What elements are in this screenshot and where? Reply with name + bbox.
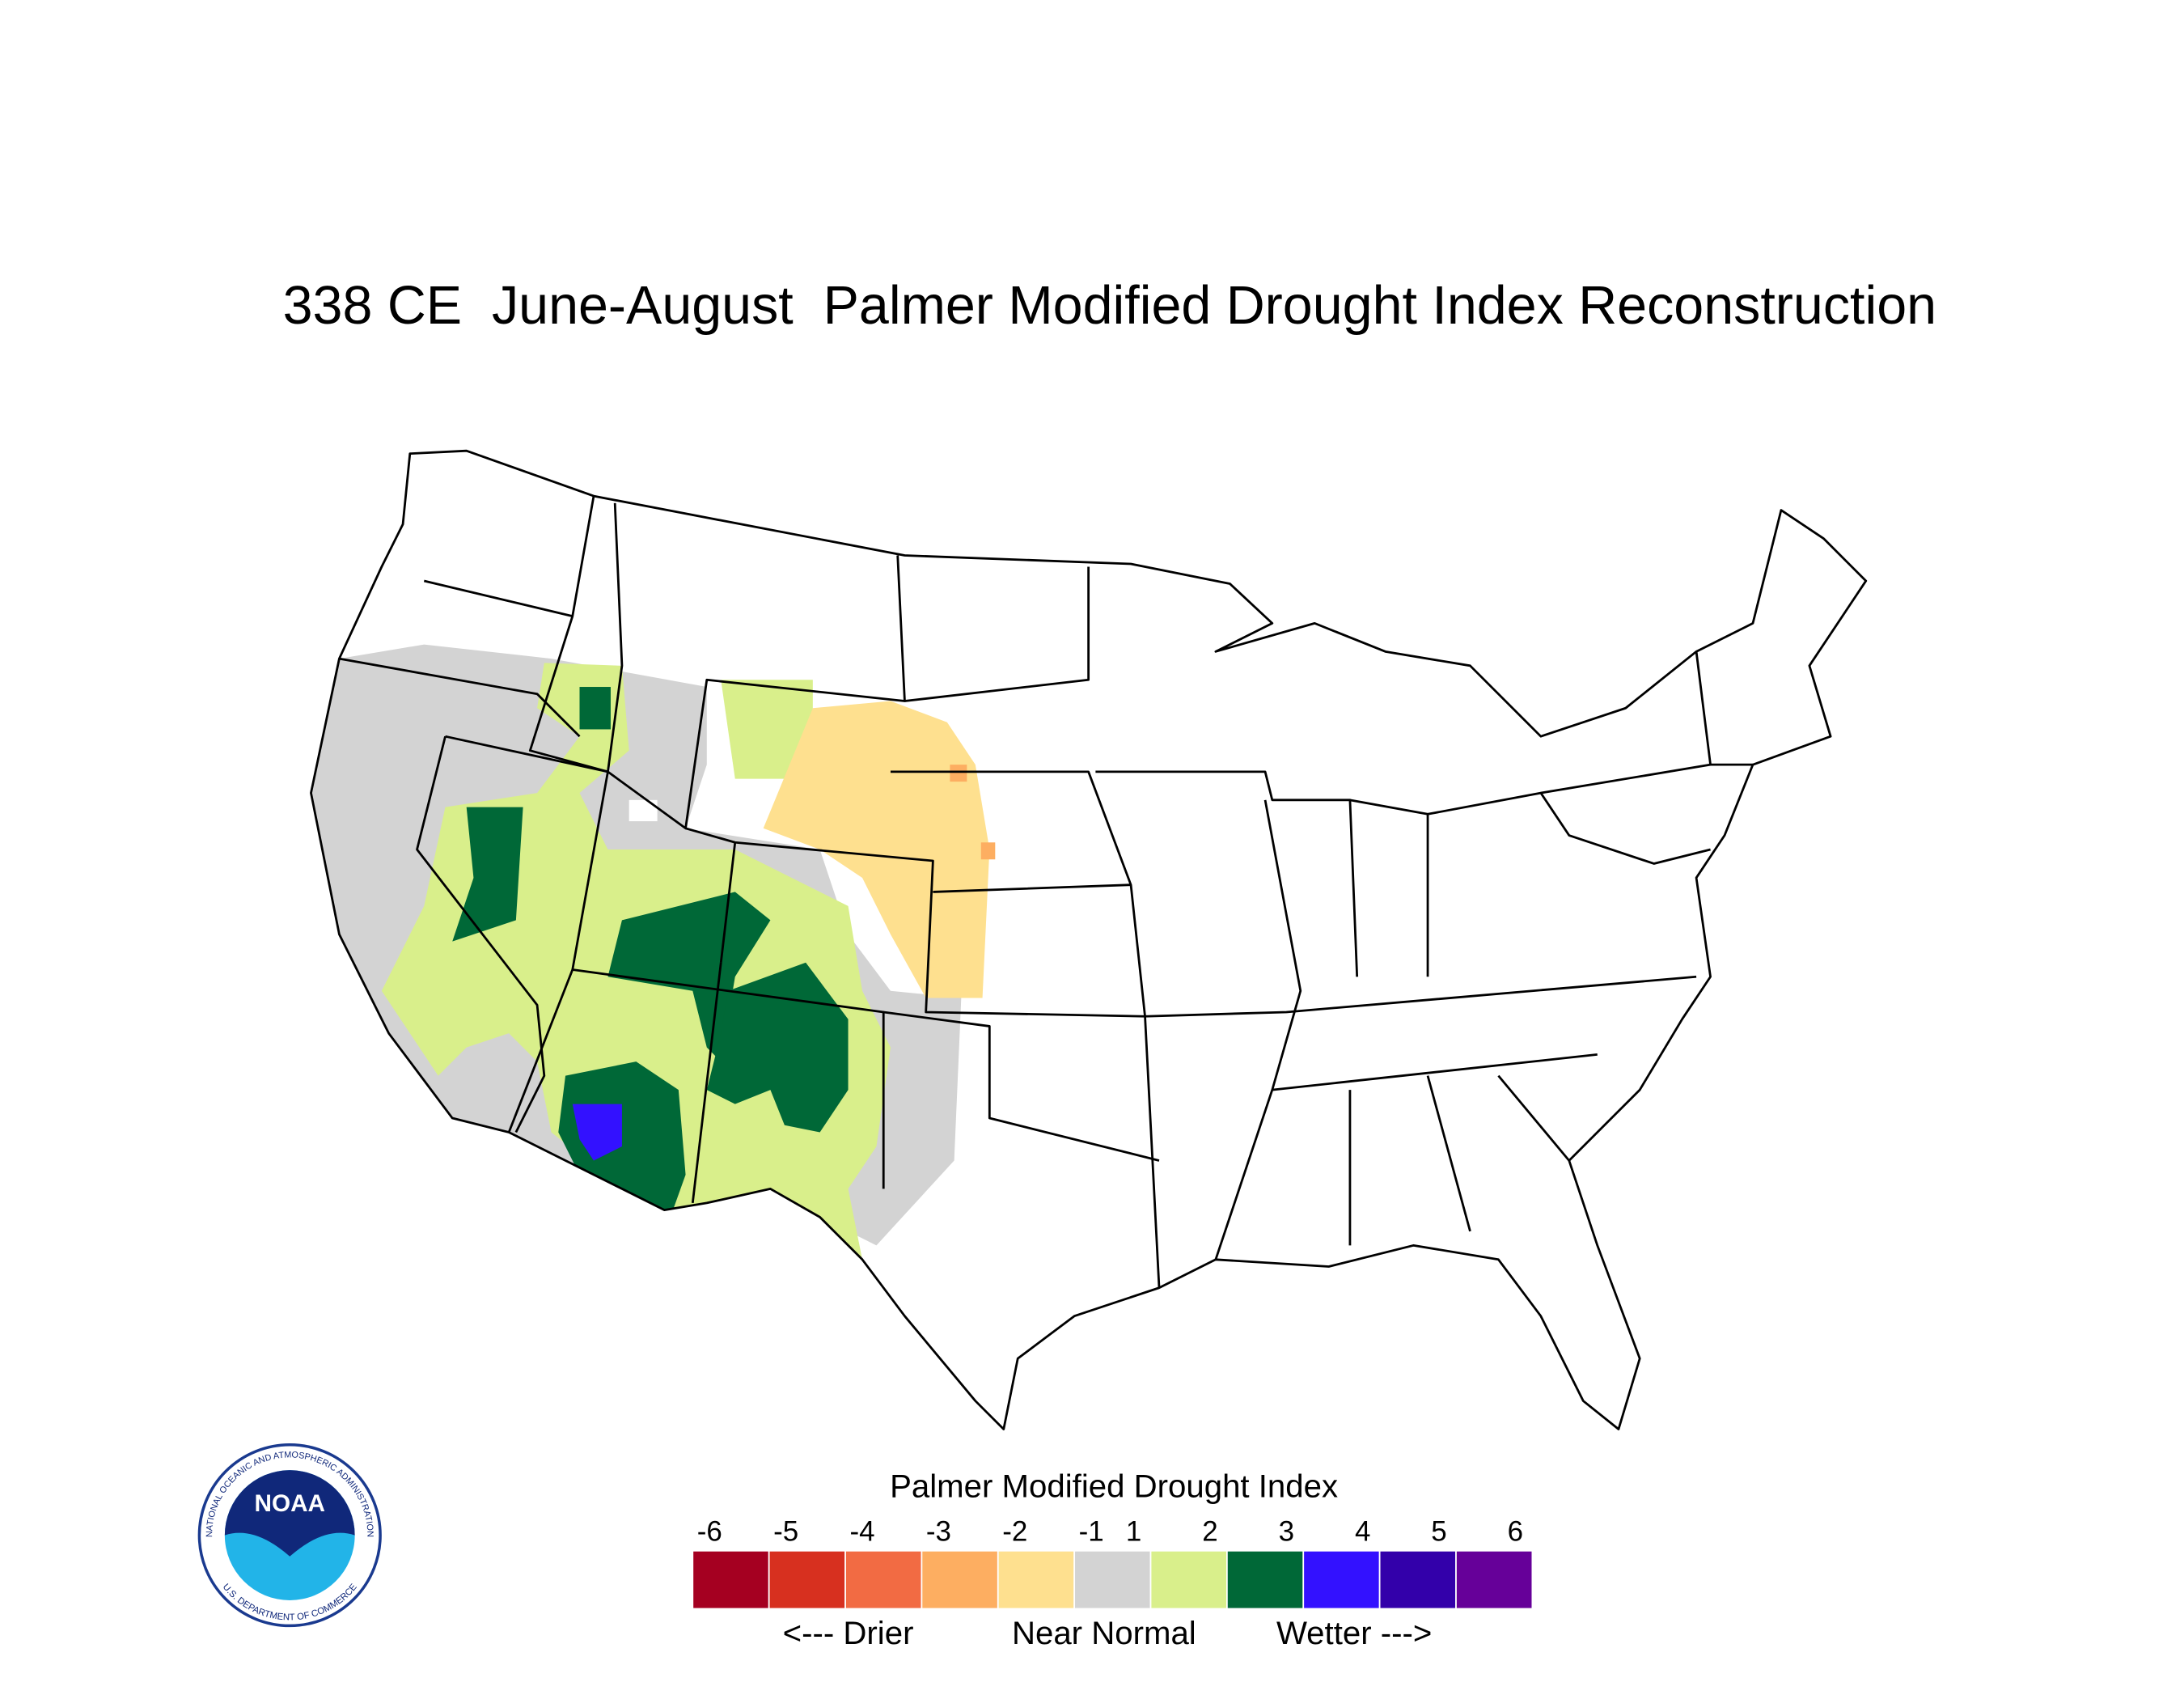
legend-tick-label: -6: [697, 1516, 722, 1548]
legend-tick-label: 1: [1126, 1516, 1141, 1548]
very-wet-area: [706, 962, 849, 1133]
map-title: 338 CE June-August Palmer Modified Droug…: [283, 276, 1936, 336]
legend-tick-label: 5: [1431, 1516, 1446, 1548]
legend-tick-label: -4: [849, 1516, 874, 1548]
legend-tick-label: -2: [1002, 1516, 1027, 1548]
legend-label: Near Normal: [1012, 1615, 1196, 1651]
legend: -6 -5 -4 -3 -2 -1 1 2 3 4 5 6 <--- Drier Near Normal W…: [692, 1516, 1534, 1651]
drought-field: [311, 644, 996, 1260]
no-data-cell: [629, 799, 658, 822]
very-wet-area: [579, 687, 611, 730]
legend-swatch: [768, 1549, 846, 1610]
legend-swatch: [997, 1549, 1076, 1610]
legend-tick-label: 3: [1279, 1516, 1294, 1548]
legend-tick-label: -5: [773, 1516, 798, 1548]
legend-tick-label: -3: [926, 1516, 951, 1548]
dry-cell: [980, 842, 996, 860]
legend-swatch: [1149, 1549, 1228, 1610]
state-borders: [310, 449, 1868, 1430]
logo-text: NOAA: [255, 1490, 325, 1517]
legend-label: <--- Drier: [783, 1615, 914, 1651]
legend-tick-label: 2: [1202, 1516, 1217, 1548]
dry-cell: [950, 765, 967, 782]
legend-swatch: [844, 1549, 923, 1610]
noaa-logo: NOAA NATIONAL OCEANIC AND ATMOSPHERIC AD…: [197, 1443, 382, 1628]
legend-title: Palmer Modified Drought Index: [890, 1468, 1338, 1504]
legend-tick-label: 4: [1355, 1516, 1370, 1548]
very-wet-area: [452, 807, 523, 942]
legend-label: Wetter --->: [1276, 1615, 1432, 1651]
logo-sky: [224, 1470, 355, 1557]
legend-swatch: [921, 1549, 999, 1610]
legend-swatch: [692, 1549, 770, 1610]
legend-tick-label: -1: [1079, 1516, 1104, 1548]
legend-swatch: [1226, 1549, 1305, 1610]
dry-area: [763, 701, 990, 998]
legend-swatch: [1302, 1549, 1381, 1610]
legend-tick-label: 6: [1508, 1516, 1523, 1548]
extremely-wet-area: [572, 1104, 622, 1161]
legend-swatch: [1455, 1549, 1534, 1610]
legend-swatch: [1073, 1549, 1152, 1610]
legend-swatch: [1378, 1549, 1457, 1610]
wet-area: [721, 680, 813, 779]
very-wet-area: [607, 892, 771, 1062]
